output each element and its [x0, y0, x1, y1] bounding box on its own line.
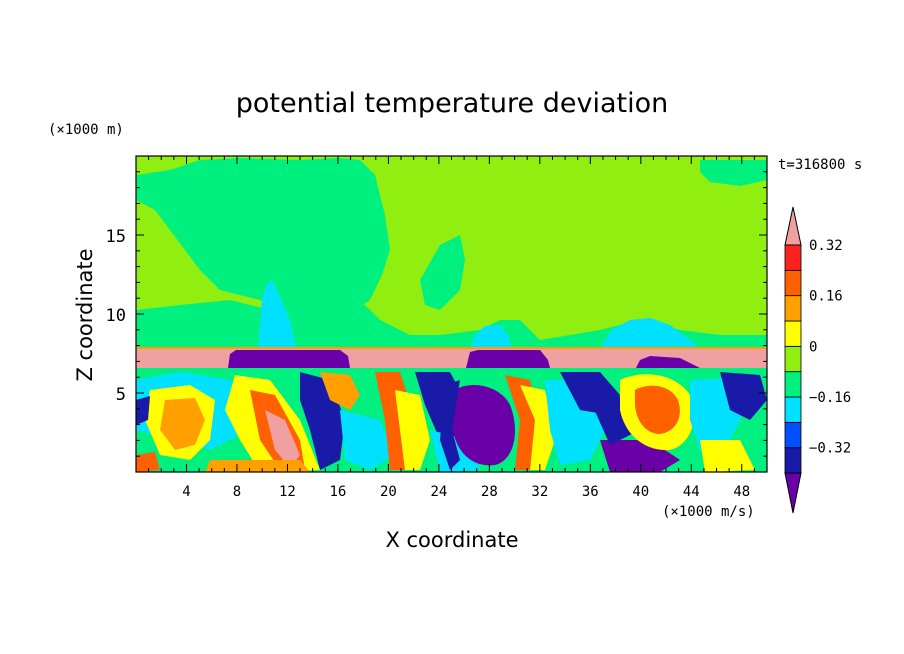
x-tick-label: 12 — [279, 484, 296, 500]
x-tick-label: 4 — [182, 484, 190, 500]
colorbar: 0.32 0.16 0 −0.16 −0.32 — [784, 206, 851, 514]
x-tick-label: 20 — [380, 484, 397, 500]
y-tick-label: 5 — [116, 385, 126, 405]
x-tick-label: 36 — [582, 484, 599, 500]
x-tick-label: 8 — [233, 484, 241, 500]
cold-cap-3 — [636, 356, 700, 368]
cold-cap-2 — [466, 350, 550, 368]
y-axis-label: Z coordinate — [73, 248, 97, 381]
x-tick-label: 28 — [481, 484, 498, 500]
colorbar-segment — [784, 447, 802, 474]
colorbar-extend-top — [784, 206, 802, 246]
inversion-top-edge — [136, 347, 767, 349]
colorbar-segment — [784, 345, 802, 373]
colorbar-label: −0.16 — [809, 390, 851, 406]
cyan-right-bump — [600, 318, 700, 348]
x-axis-label: X coordinate — [385, 528, 518, 552]
x-tick-label: 40 — [632, 484, 649, 500]
chart-title: potential temperature deviation — [236, 88, 668, 119]
y-axis-unit: (×1000 m) — [48, 122, 124, 138]
y-tick-label: 15 — [106, 227, 126, 247]
upper-plume-left — [136, 158, 390, 318]
colorbar-label: 0 — [809, 339, 817, 355]
time-label: t=316800 s — [778, 157, 862, 173]
upper-plume-right — [700, 160, 767, 186]
colorbar-segment — [784, 371, 802, 398]
colorbar-segment — [784, 320, 802, 347]
colorbar-segment — [784, 396, 802, 423]
colorbar-segment — [784, 295, 802, 322]
x-tick-label: 44 — [683, 484, 700, 500]
x-axis-ticks: 4 8 12 16 20 24 28 32 36 40 44 48 — [148, 156, 755, 500]
colorbar-label: −0.32 — [809, 441, 851, 457]
x-tick-label: 32 — [531, 484, 548, 500]
colorbar-label: 0.32 — [809, 238, 843, 254]
colorbar-segment — [784, 244, 802, 271]
upper-plume-left-base — [136, 300, 460, 348]
y-axis-ticks: 5 10 15 — [106, 171, 767, 457]
cyan-bump — [470, 325, 512, 348]
upper-plume-mid — [420, 235, 465, 310]
colorbar-segment — [784, 269, 802, 297]
cold-cap-1 — [228, 350, 350, 368]
colorbar-label: 0.16 — [809, 289, 843, 305]
colorbar-segment — [784, 421, 802, 449]
x-tick-label: 16 — [329, 484, 346, 500]
x-axis-unit: (×1000 m/s) — [662, 504, 755, 520]
lower-turbulence — [136, 372, 767, 472]
plot-area — [136, 156, 767, 472]
colorbar-extend-bottom — [784, 472, 802, 514]
x-tick-label: 48 — [733, 484, 750, 500]
x-tick-label: 24 — [430, 484, 447, 500]
y-tick-label: 10 — [106, 306, 126, 326]
cyan-column — [258, 280, 296, 348]
